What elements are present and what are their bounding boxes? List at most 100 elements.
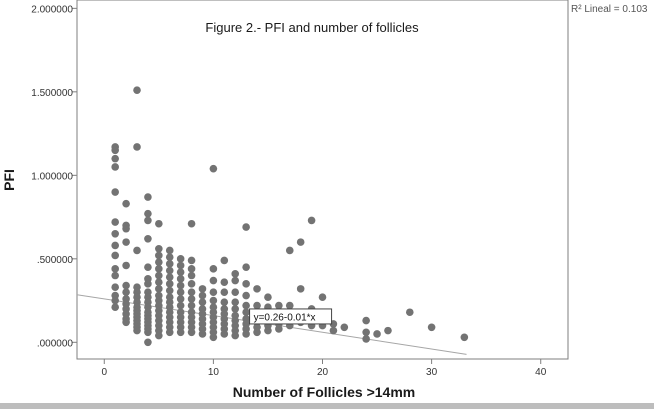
data-point: [165, 286, 174, 295]
data-point: [427, 323, 436, 332]
data-point: [122, 288, 130, 297]
data-point: [198, 330, 207, 338]
data-point: [242, 280, 250, 288]
y-tick-label: .500000: [37, 255, 74, 266]
y-tick-label: 2.000000: [31, 4, 73, 15]
data-point: [220, 330, 229, 338]
x-tick-label: 20: [317, 367, 329, 378]
data-point: [198, 285, 207, 293]
data-point: [220, 298, 229, 307]
data-point: [209, 296, 218, 305]
y-axis-label: PFI: [1, 169, 17, 191]
x-axis-label: Number of Follicles >14mm: [233, 384, 415, 400]
data-point: [176, 255, 185, 263]
data-point: [187, 280, 196, 288]
data-point: [187, 219, 196, 228]
data-point: [176, 268, 185, 276]
data-point: [122, 281, 130, 290]
data-point: [253, 301, 261, 310]
data-point: [209, 265, 218, 273]
data-point: [111, 146, 119, 155]
data-point: [275, 325, 283, 333]
data-point: [187, 328, 196, 337]
data-point: [176, 301, 185, 310]
data-point: [144, 234, 152, 243]
data-point: [111, 229, 119, 238]
data-point: [198, 298, 207, 307]
data-point: [122, 224, 130, 233]
data-point: [285, 301, 294, 310]
data-point: [231, 288, 240, 297]
data-point: [155, 271, 163, 280]
bottom-scrollbar: [0, 403, 654, 409]
data-point: [460, 333, 469, 342]
data-point: [122, 199, 130, 208]
fit-equation-frame: [249, 308, 333, 325]
data-point: [144, 209, 152, 218]
data-point: [340, 323, 349, 332]
data-point: [122, 318, 130, 327]
data-point: [362, 335, 370, 343]
x-tick-label: 10: [208, 367, 220, 378]
data-point: [384, 326, 392, 335]
y-tick-label: 1.500000: [31, 88, 73, 99]
data-point: [144, 216, 152, 225]
data-point: [144, 328, 152, 337]
data-point: [296, 238, 305, 246]
data-point: [187, 288, 196, 297]
data-point: [176, 261, 185, 270]
data-point: [231, 276, 240, 285]
data-point: [209, 164, 218, 173]
data-point: [264, 293, 272, 302]
data-point: [231, 331, 240, 340]
data-point: [242, 263, 250, 271]
data-point: [155, 265, 163, 273]
data-point: [155, 331, 163, 340]
data-point: [155, 244, 163, 253]
data-point: [264, 326, 272, 335]
fit-line: [76, 294, 467, 355]
data-point: [111, 188, 119, 196]
data-point: [242, 330, 250, 338]
data-point: [198, 291, 207, 300]
data-point: [231, 305, 240, 313]
data-point: [176, 288, 185, 297]
data-point: [209, 276, 218, 285]
data-point: [253, 285, 261, 293]
data-point: [133, 143, 141, 151]
data-point: [362, 316, 370, 325]
x-tick-label: 30: [426, 367, 438, 378]
data-point: [144, 193, 152, 201]
data-point: [165, 273, 174, 281]
axis-ticks: 0 10 20 30 40 .000000 .500000 1.000000 1.500000 2…: [31, 4, 546, 378]
data-point: [111, 296, 119, 305]
data-point: [122, 261, 130, 270]
data-point: [133, 86, 141, 94]
data-point: [220, 278, 229, 286]
data-point: [111, 271, 119, 280]
data-point: [176, 295, 185, 303]
data-point: [329, 326, 338, 335]
data-point: [133, 246, 141, 255]
data-point: [242, 223, 250, 231]
data-point: [111, 218, 119, 226]
data-point: [231, 298, 240, 307]
data-point: [242, 308, 250, 317]
data-point: [165, 266, 174, 275]
data-point: [165, 260, 174, 268]
data-point: [144, 263, 152, 271]
data-point: [231, 270, 240, 278]
data-point: [155, 278, 163, 286]
data-point: [155, 258, 163, 266]
data-point: [155, 219, 163, 228]
data-point: [176, 281, 185, 290]
data-point: [187, 301, 196, 310]
x-tick-label: 40: [535, 367, 547, 378]
data-point: [176, 328, 185, 337]
data-point: [111, 251, 119, 260]
data-point: [253, 328, 261, 337]
data-point: [155, 251, 163, 260]
data-point: [111, 163, 119, 171]
data-point: [187, 295, 196, 303]
fit-line-group: [76, 294, 467, 355]
